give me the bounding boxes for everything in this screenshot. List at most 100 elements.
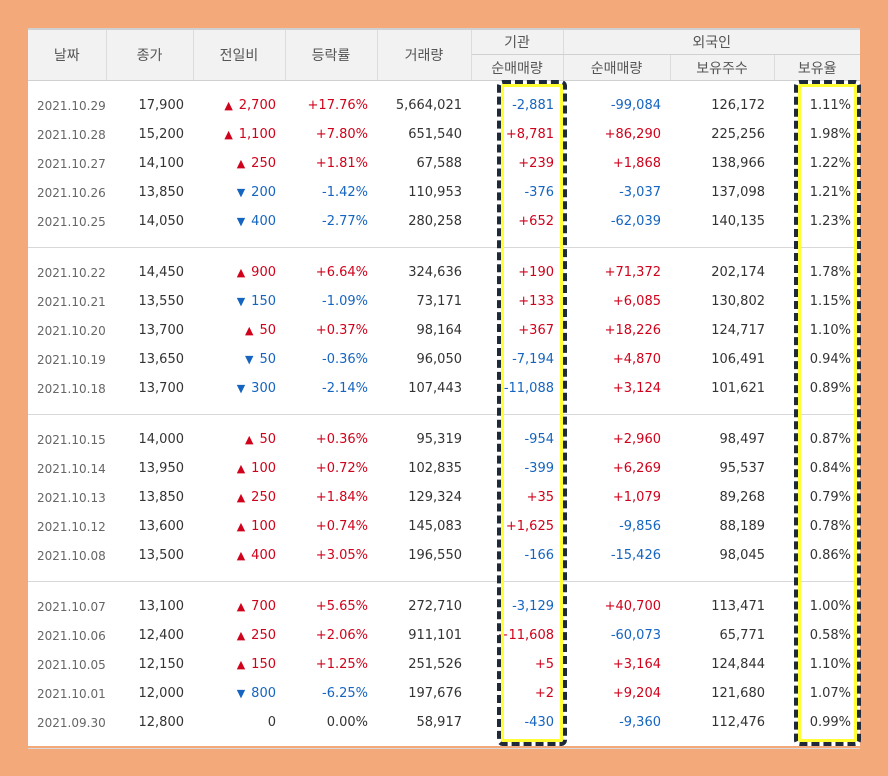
cell-change: ▲ 150 (193, 650, 285, 679)
cell-date: 2021.10.01 (37, 686, 106, 701)
triangle-up-icon: ▲ (236, 549, 246, 562)
cell-volume: 58,917 (416, 715, 463, 730)
cell-change: ▲ 2,700 (193, 91, 285, 120)
cell-close: 12,400 (138, 628, 185, 643)
cell-volume: 102,835 (408, 461, 462, 476)
triangle-up-icon: ▲ (236, 266, 246, 279)
cell-rate: +1.84% (315, 490, 368, 505)
cell-inst-net: +652 (518, 214, 554, 229)
cell-foreign-net: -99,084 (610, 98, 661, 113)
cell-foreign-net: -60,073 (610, 628, 661, 643)
cell-change: ▲ 50 (193, 425, 285, 454)
cell-close: 13,100 (138, 599, 185, 614)
change-value: 250 (251, 490, 276, 505)
table-row: 2021.10.28 15,200 ▲ 1,100 +7.80% 651,540 +8,78… (28, 120, 860, 149)
cell-close: 12,150 (138, 657, 185, 672)
cell-volume: 110,953 (408, 185, 462, 200)
cell-inst-net: +1,625 (505, 519, 554, 534)
change-value: 250 (251, 156, 276, 171)
cell-foreign-ratio: 1.15% (809, 294, 851, 309)
header-rate: 등락률 (285, 28, 378, 81)
stock-table-panel: 날짜 종가 전일비 등락률 거래량 기관 외국인 순매매량 순매매량 보유주수 … (28, 28, 860, 749)
change-value: 250 (251, 628, 276, 643)
cell-rate: -6.25% (322, 686, 368, 701)
triangle-down-icon: ▼ (236, 215, 246, 228)
cell-foreign-holding: 89,268 (719, 490, 766, 505)
cell-change: 0 (193, 708, 285, 737)
table-row: 2021.10.06 12,400 ▲ 250 +2.06% 911,101 +11,608… (28, 621, 860, 650)
cell-close: 12,000 (138, 686, 185, 701)
cell-foreign-holding: 124,717 (711, 323, 765, 338)
triangle-down-icon: ▼ (236, 687, 246, 700)
cell-foreign-holding: 130,802 (711, 294, 765, 309)
cell-rate: -2.14% (322, 381, 368, 396)
triangle-down-icon: ▼ (236, 382, 246, 395)
cell-volume: 107,443 (408, 381, 462, 396)
change-value: 50 (259, 432, 276, 447)
triangle-up-icon: ▲ (236, 491, 246, 504)
cell-close: 14,050 (138, 214, 185, 229)
table-body: 2021.10.29 17,900 ▲ 2,700 +17.76% 5,664,021 -2… (28, 81, 860, 749)
cell-close: 13,500 (138, 548, 185, 563)
table-row: 2021.10.13 13,850 ▲ 250 +1.84% 129,324 +35 +1,0… (28, 483, 860, 512)
cell-foreign-holding: 138,966 (711, 156, 765, 171)
cell-date: 2021.10.25 (37, 214, 106, 229)
cell-foreign-holding: 88,189 (719, 519, 766, 534)
header-inst-net: 순매매량 (471, 54, 564, 81)
cell-rate: +0.37% (315, 323, 368, 338)
table-row: 2021.10.19 13,650 ▼ 50 -0.36% 96,050 -7,194 +4,… (28, 345, 860, 374)
cell-close: 17,900 (138, 98, 185, 113)
change-value: 50 (259, 352, 276, 367)
table-row: 2021.10.01 12,000 ▼ 800 -6.25% 197,676 +2 +9,20… (28, 679, 860, 708)
cell-volume: 251,526 (408, 657, 462, 672)
cell-volume: 145,083 (408, 519, 462, 534)
cell-foreign-net: +86,290 (604, 127, 661, 142)
change-value: 800 (251, 686, 276, 701)
cell-close: 14,450 (138, 265, 185, 280)
cell-change: ▼ 300 (193, 374, 285, 403)
cell-date: 2021.10.15 (37, 432, 106, 447)
table-row: 2021.10.15 14,000 ▲ 50 +0.36% 95,319 -954 +2,96… (28, 425, 860, 454)
header-volume: 거래량 (377, 28, 472, 81)
change-value: 300 (251, 381, 276, 396)
cell-date: 2021.10.06 (37, 628, 106, 643)
cell-foreign-holding: 65,771 (719, 628, 766, 643)
triangle-down-icon: ▼ (236, 186, 246, 199)
table-row: 2021.10.29 17,900 ▲ 2,700 +17.76% 5,664,021 -2… (28, 91, 860, 120)
cell-change: ▲ 400 (193, 541, 285, 570)
cell-rate: +2.06% (315, 628, 368, 643)
cell-volume: 96,050 (416, 352, 463, 367)
cell-close: 15,200 (138, 127, 185, 142)
table-row: 2021.10.21 13,550 ▼ 150 -1.09% 73,171 +133 +6,0… (28, 287, 860, 316)
triangle-up-icon: ▲ (224, 99, 233, 112)
cell-inst-net: -954 (524, 432, 554, 447)
triangle-down-icon: ▼ (236, 295, 246, 308)
cell-foreign-holding: 121,680 (711, 686, 765, 701)
cell-date: 2021.10.08 (37, 548, 106, 563)
change-value: 50 (259, 323, 276, 338)
cell-volume: 280,258 (408, 214, 462, 229)
cell-date: 2021.10.12 (37, 519, 106, 534)
cell-foreign-net: -15,426 (610, 548, 661, 563)
cell-rate: +17.76% (307, 98, 368, 113)
triangle-up-icon: ▲ (244, 324, 254, 337)
cell-volume: 197,676 (408, 686, 462, 701)
cell-date: 2021.10.27 (37, 156, 106, 171)
cell-rate: +5.65% (315, 599, 368, 614)
cell-foreign-net: -9,856 (619, 519, 661, 534)
cell-inst-net: -376 (524, 185, 554, 200)
cell-rate: +1.81% (315, 156, 368, 171)
cell-change: ▲ 700 (193, 592, 285, 621)
table-row: 2021.10.25 14,050 ▼ 400 -2.77% 280,258 +652 -62… (28, 207, 860, 236)
cell-foreign-ratio: 1.23% (809, 214, 851, 229)
cell-foreign-holding: 98,497 (719, 432, 766, 447)
cell-date: 2021.10.21 (37, 294, 106, 309)
triangle-up-icon: ▲ (236, 157, 246, 170)
triangle-up-icon: ▲ (236, 520, 246, 533)
cell-date: 2021.10.19 (37, 352, 106, 367)
cell-foreign-holding: 124,844 (711, 657, 765, 672)
table-row: 2021.10.12 13,600 ▲ 100 +0.74% 145,083 +1,625 -… (28, 512, 860, 541)
cell-close: 14,000 (138, 432, 185, 447)
cell-foreign-ratio: 0.94% (809, 352, 851, 367)
cell-change: ▼ 50 (193, 345, 285, 374)
